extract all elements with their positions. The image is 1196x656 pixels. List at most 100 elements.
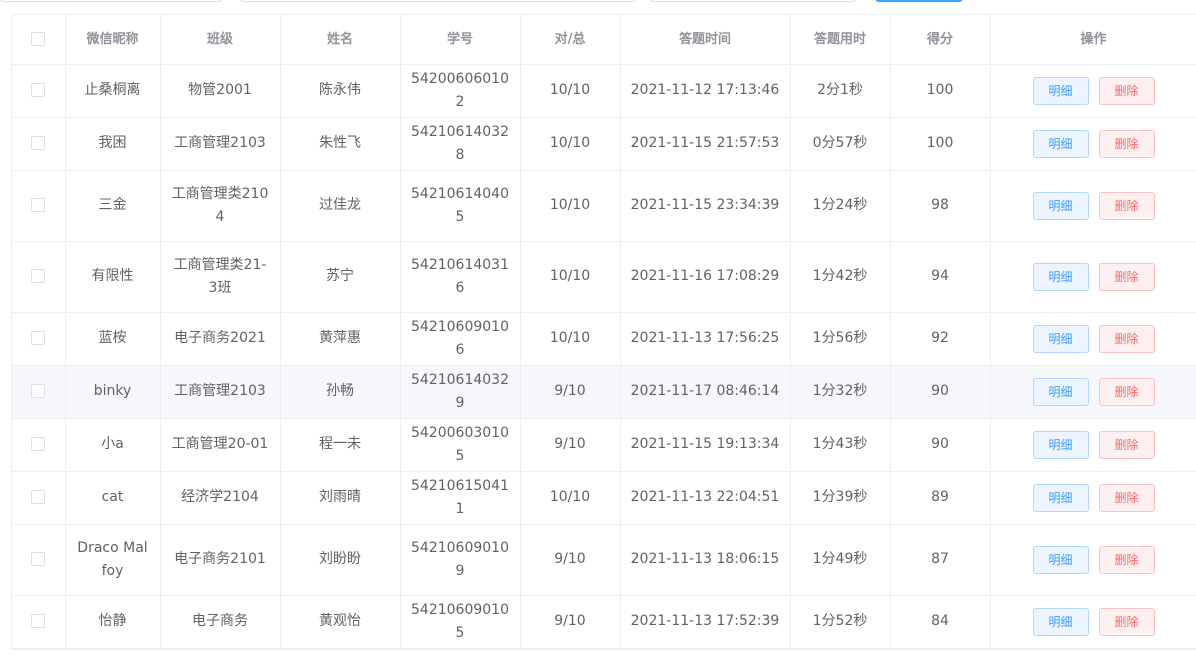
row-checkbox-cell[interactable] (12, 170, 66, 242)
cell-nickname: 我困 (65, 117, 161, 171)
cell-duration: 1分43秒 (790, 418, 891, 472)
checkbox-icon[interactable] (31, 83, 46, 97)
cell-duration: 1分52秒 (790, 595, 891, 649)
cell-correct: 10/10 (520, 471, 621, 525)
checkbox-icon[interactable] (31, 136, 46, 150)
cell-class: 工商管理2103 (160, 365, 281, 419)
checkbox-icon[interactable] (31, 552, 46, 566)
cell-correct: 9/10 (520, 524, 621, 596)
checkbox-icon[interactable] (31, 198, 46, 212)
row-checkbox-cell[interactable] (12, 117, 66, 171)
detail-button[interactable]: 明细 (1032, 607, 1089, 636)
delete-button[interactable]: 删除 (1098, 607, 1155, 636)
detail-button[interactable]: 明细 (1032, 129, 1089, 158)
cell-correct: 10/10 (520, 170, 621, 242)
detail-button[interactable]: 明细 (1032, 76, 1089, 105)
cell-duration: 1分42秒 (790, 241, 891, 313)
checkbox-icon[interactable] (31, 437, 46, 451)
select-all-checkbox[interactable] (12, 15, 66, 65)
cell-id: 542106140405 (400, 170, 521, 242)
detail-button[interactable]: 明细 (1032, 262, 1089, 291)
cell-duration: 1分56秒 (790, 312, 891, 366)
cell-correct: 9/10 (520, 365, 621, 419)
cell-ops: 明细 删除 (990, 365, 1196, 419)
filter-input-3[interactable] (650, 0, 856, 2)
cell-score: 92 (890, 312, 991, 366)
col-id: 学号 (400, 15, 521, 65)
checkbox-icon[interactable] (31, 269, 46, 283)
cell-duration: 1分49秒 (790, 524, 891, 596)
col-ops: 操作 (990, 15, 1196, 65)
checkbox-icon[interactable] (31, 331, 46, 345)
table-row: 三金 工商管理类2104 过佳龙 542106140405 10/10 2021-11-1… (12, 170, 1196, 242)
row-checkbox-cell[interactable] (12, 241, 66, 313)
checkbox-icon[interactable] (31, 614, 46, 628)
cell-time: 2021-11-15 23:34:39 (620, 170, 791, 242)
cell-name: 孙畅 (280, 365, 401, 419)
col-score: 得分 (890, 15, 991, 65)
cell-nickname: 蓝桉 (65, 312, 161, 366)
cell-score: 94 (890, 241, 991, 313)
detail-button[interactable]: 明细 (1032, 377, 1089, 406)
cell-correct: 9/10 (520, 418, 621, 472)
row-checkbox-cell[interactable] (12, 64, 66, 118)
cell-ops: 明细 删除 (990, 471, 1196, 525)
cell-time: 2021-11-13 17:52:39 (620, 595, 791, 649)
cell-ops: 明细 删除 (990, 312, 1196, 366)
row-checkbox-cell[interactable] (12, 418, 66, 472)
detail-button[interactable]: 明细 (1032, 483, 1089, 512)
detail-button[interactable]: 明细 (1032, 545, 1089, 574)
cell-score: 87 (890, 524, 991, 596)
cell-name: 黄萍惠 (280, 312, 401, 366)
row-checkbox-cell[interactable] (12, 471, 66, 525)
delete-button[interactable]: 删除 (1098, 76, 1155, 105)
cell-id: 542106090106 (400, 312, 521, 366)
table-row: 怡静 电子商务 黄观怡 542106090105 9/10 2021-11-13 17:5… (12, 595, 1196, 649)
cell-name: 刘雨晴 (280, 471, 401, 525)
cell-correct: 10/10 (520, 64, 621, 118)
filter-input-1[interactable] (0, 0, 222, 2)
cell-score: 100 (890, 117, 991, 171)
cell-id: 542006030105 (400, 418, 521, 472)
row-checkbox-cell[interactable] (12, 595, 66, 649)
cell-id: 542106150411 (400, 471, 521, 525)
delete-button[interactable]: 删除 (1098, 430, 1155, 459)
col-class: 班级 (160, 15, 281, 65)
row-checkbox-cell[interactable] (12, 312, 66, 366)
cell-class: 工商管理类2104 (160, 170, 281, 242)
detail-button[interactable]: 明细 (1032, 430, 1089, 459)
cell-id: 542006060102 (400, 64, 521, 118)
delete-button[interactable]: 删除 (1098, 262, 1155, 291)
col-time: 答题时间 (620, 15, 791, 65)
delete-button[interactable]: 删除 (1098, 483, 1155, 512)
row-checkbox-cell[interactable] (12, 365, 66, 419)
delete-button[interactable]: 删除 (1098, 129, 1155, 158)
col-name: 姓名 (280, 15, 401, 65)
cell-name: 过佳龙 (280, 170, 401, 242)
filter-input-2[interactable] (240, 0, 636, 2)
cell-name: 程一未 (280, 418, 401, 472)
delete-button[interactable]: 删除 (1098, 545, 1155, 574)
delete-button[interactable]: 删除 (1098, 324, 1155, 353)
checkbox-icon[interactable] (31, 384, 46, 398)
delete-button[interactable]: 删除 (1098, 191, 1155, 220)
cell-nickname: Draco Malfoy (65, 524, 161, 596)
cell-time: 2021-11-16 17:08:29 (620, 241, 791, 313)
detail-button[interactable]: 明细 (1032, 191, 1089, 220)
cell-time: 2021-11-15 21:57:53 (620, 117, 791, 171)
checkbox-icon[interactable] (31, 32, 46, 47)
cell-correct: 10/10 (520, 312, 621, 366)
cell-class: 工商管理类21-3班 (160, 241, 281, 313)
cell-nickname: 怡静 (65, 595, 161, 649)
cell-score: 90 (890, 418, 991, 472)
cell-name: 苏宁 (280, 241, 401, 313)
delete-button[interactable]: 删除 (1098, 377, 1155, 406)
cell-score: 89 (890, 471, 991, 525)
search-button[interactable] (875, 0, 963, 2)
table-row: binky 工商管理2103 孙畅 542106140329 9/10 2021-11-1… (12, 365, 1196, 419)
search-bar (0, 0, 1196, 6)
cell-duration: 1分32秒 (790, 365, 891, 419)
detail-button[interactable]: 明细 (1032, 324, 1089, 353)
checkbox-icon[interactable] (31, 490, 46, 504)
row-checkbox-cell[interactable] (12, 524, 66, 596)
